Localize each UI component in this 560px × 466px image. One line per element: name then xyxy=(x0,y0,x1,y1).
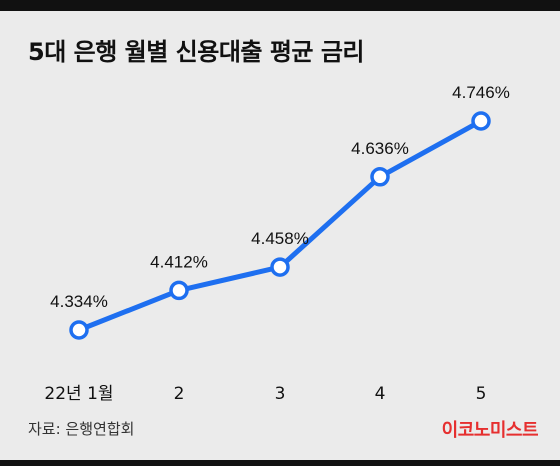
data-point xyxy=(69,320,89,340)
x-tick-label: 5 xyxy=(476,384,487,404)
x-tick-label: 3 xyxy=(275,384,286,404)
data-label: 4.746% xyxy=(452,83,510,102)
data-label: 4.458% xyxy=(251,229,309,248)
marker-layer xyxy=(69,111,491,340)
data-label: 4.334% xyxy=(50,292,108,311)
data-label: 4.636% xyxy=(351,139,409,158)
top-bar xyxy=(0,0,560,11)
series-line xyxy=(76,118,484,333)
data-point xyxy=(471,111,491,131)
data-point xyxy=(169,280,189,301)
x-tick-label: 2 xyxy=(174,384,185,404)
brand-logo: 이코노미스트 xyxy=(441,420,539,441)
chart-title: 5대 은행 월별 신용대출 평균 금리 xyxy=(28,38,365,66)
data-label: 4.412% xyxy=(150,252,208,271)
source-note: 자료: 은행연합회 xyxy=(28,420,135,438)
x-tick-layer: 22년 1월 2 3 4 5 xyxy=(44,384,486,404)
bottom-bar xyxy=(0,460,560,466)
series-layer xyxy=(76,118,484,333)
data-point xyxy=(370,167,390,187)
x-tick-label: 22년 1월 xyxy=(44,384,113,404)
x-tick-label: 4 xyxy=(375,384,386,404)
data-point xyxy=(270,257,290,277)
value-label-layer: 4.334% 4.412% 4.458% 4.636% 4.746% xyxy=(50,83,510,311)
